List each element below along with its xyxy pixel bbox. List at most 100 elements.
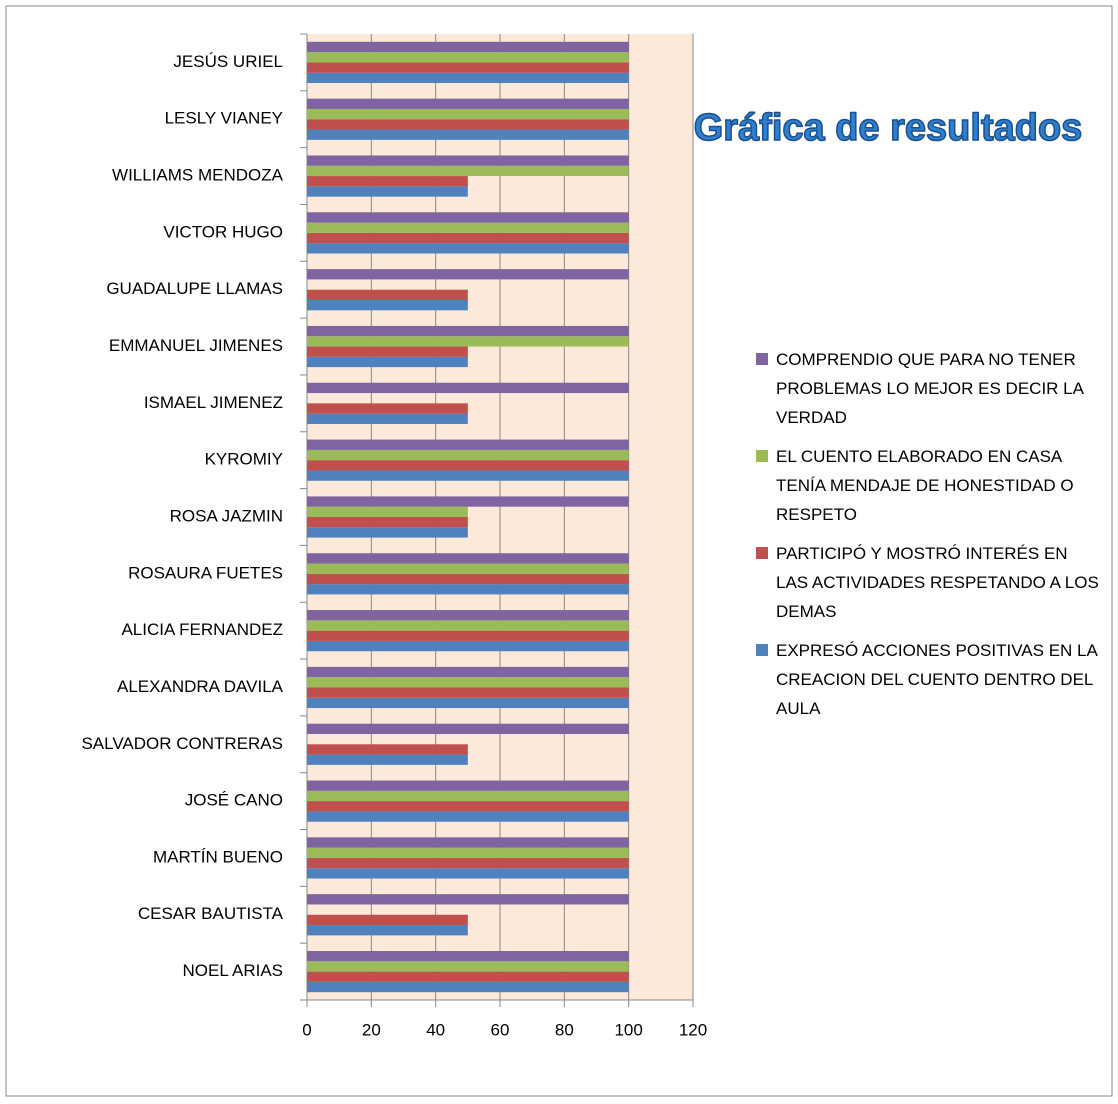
bar bbox=[307, 62, 629, 73]
bar bbox=[307, 449, 629, 461]
bar bbox=[307, 620, 629, 631]
bar bbox=[307, 300, 468, 311]
y-tick-label: ISMAEL JIMENEZ bbox=[144, 393, 283, 412]
bar bbox=[307, 847, 629, 858]
y-tick-label: WILLIAMS MENDOZA bbox=[112, 166, 284, 185]
y-tick-label: ROSA JAZMIN bbox=[170, 506, 283, 525]
bar bbox=[307, 460, 629, 471]
x-tick-label: 60 bbox=[491, 1020, 510, 1039]
bar bbox=[307, 165, 629, 177]
bar bbox=[307, 336, 629, 347]
y-tick-label: GUADALUPE LLAMAS bbox=[106, 279, 283, 298]
bar bbox=[307, 868, 629, 879]
legend-swatch bbox=[756, 547, 768, 559]
legend-item: EL CUENTO ELABORADO EN CASA TENÍA MENDAJ… bbox=[756, 442, 1101, 529]
bar bbox=[307, 98, 629, 109]
bar bbox=[307, 413, 468, 424]
y-tick-label: ALICIA FERNANDEZ bbox=[121, 620, 283, 639]
bar bbox=[307, 222, 629, 233]
chart-title: Gráfica de resultados bbox=[694, 107, 1083, 149]
bar bbox=[307, 41, 629, 53]
y-tick-label: LESLY VIANEY bbox=[165, 109, 283, 128]
bar bbox=[307, 129, 629, 140]
bar bbox=[307, 356, 468, 368]
y-tick-label: JOSÉ CANO bbox=[185, 791, 283, 810]
bar bbox=[307, 243, 629, 254]
bar bbox=[307, 780, 629, 791]
bar bbox=[307, 790, 629, 802]
y-tick-label: VICTOR HUGO bbox=[163, 222, 283, 241]
bar bbox=[307, 553, 629, 564]
y-tick-label: KYROMIY bbox=[205, 450, 283, 469]
x-tick-label: 0 bbox=[302, 1020, 311, 1039]
y-tick-label: CESAR BAUTISTA bbox=[138, 904, 284, 923]
bar bbox=[307, 837, 629, 848]
legend-item: EXPRESÓ ACCIONES POSITIVAS EN LA CREACIO… bbox=[756, 636, 1101, 723]
y-tick-label: ROSAURA FUETES bbox=[128, 563, 283, 582]
bar bbox=[307, 573, 629, 585]
bar bbox=[307, 687, 629, 698]
bar bbox=[307, 630, 629, 641]
x-tick-label: 40 bbox=[426, 1020, 445, 1039]
bar bbox=[307, 857, 629, 869]
bar bbox=[307, 52, 629, 63]
bar bbox=[307, 176, 468, 187]
bar bbox=[307, 72, 629, 84]
legend-label: EL CUENTO ELABORADO EN CASA TENÍA MENDAJ… bbox=[776, 447, 1074, 524]
bar bbox=[307, 517, 468, 528]
bar bbox=[307, 496, 629, 507]
x-tick-label: 80 bbox=[555, 1020, 574, 1039]
bar bbox=[307, 894, 629, 905]
bar bbox=[307, 439, 629, 450]
bar bbox=[307, 506, 468, 517]
bar bbox=[307, 971, 629, 982]
legend: COMPRENDIO QUE PARA NO TENER PROBLEMAS L… bbox=[756, 345, 1101, 733]
bar bbox=[307, 584, 629, 595]
bar bbox=[307, 801, 629, 812]
bar bbox=[307, 744, 468, 755]
bar bbox=[307, 186, 468, 197]
y-tick-label: SALVADOR CONTRERAS bbox=[81, 734, 283, 753]
bar bbox=[307, 325, 629, 337]
bar bbox=[307, 666, 629, 678]
bar bbox=[307, 563, 629, 574]
bar bbox=[307, 403, 468, 414]
y-tick-label: MARTÍN BUENO bbox=[153, 847, 283, 866]
bar bbox=[307, 346, 468, 357]
x-tick-label: 120 bbox=[679, 1020, 707, 1039]
bar bbox=[307, 723, 629, 734]
y-tick-label: EMMANUEL JIMENES bbox=[109, 336, 283, 355]
x-tick-label: 100 bbox=[614, 1020, 642, 1039]
y-tick-label: NOEL ARIAS bbox=[183, 961, 283, 980]
bar bbox=[307, 914, 468, 926]
x-tick-label: 20 bbox=[362, 1020, 381, 1039]
y-tick-label: ALEXANDRA DAVILA bbox=[117, 677, 284, 696]
bar bbox=[307, 961, 629, 972]
bar bbox=[307, 610, 629, 621]
y-tick-label: JESÚS URIEL bbox=[173, 52, 283, 71]
bar bbox=[307, 640, 629, 652]
legend-label: COMPRENDIO QUE PARA NO TENER PROBLEMAS L… bbox=[776, 350, 1084, 427]
bar bbox=[307, 212, 629, 223]
bar bbox=[307, 950, 629, 962]
bar bbox=[307, 119, 629, 130]
legend-item: COMPRENDIO QUE PARA NO TENER PROBLEMAS L… bbox=[756, 345, 1101, 432]
bar bbox=[307, 155, 629, 166]
bar bbox=[307, 925, 468, 936]
legend-label: PARTICIPÓ Y MOSTRÓ INTERÉS EN LAS ACTIVI… bbox=[776, 544, 1099, 621]
legend-item: PARTICIPÓ Y MOSTRÓ INTERÉS EN LAS ACTIVI… bbox=[756, 539, 1101, 626]
bar bbox=[307, 811, 629, 822]
bar bbox=[307, 754, 468, 765]
bar bbox=[307, 232, 629, 244]
bar bbox=[307, 470, 629, 481]
bar bbox=[307, 981, 629, 993]
bar bbox=[307, 697, 629, 709]
legend-label: EXPRESÓ ACCIONES POSITIVAS EN LA CREACIO… bbox=[776, 641, 1097, 718]
bar bbox=[307, 289, 468, 301]
bar bbox=[307, 108, 629, 120]
bar bbox=[307, 527, 468, 538]
legend-swatch bbox=[756, 353, 768, 365]
bar bbox=[307, 269, 629, 280]
